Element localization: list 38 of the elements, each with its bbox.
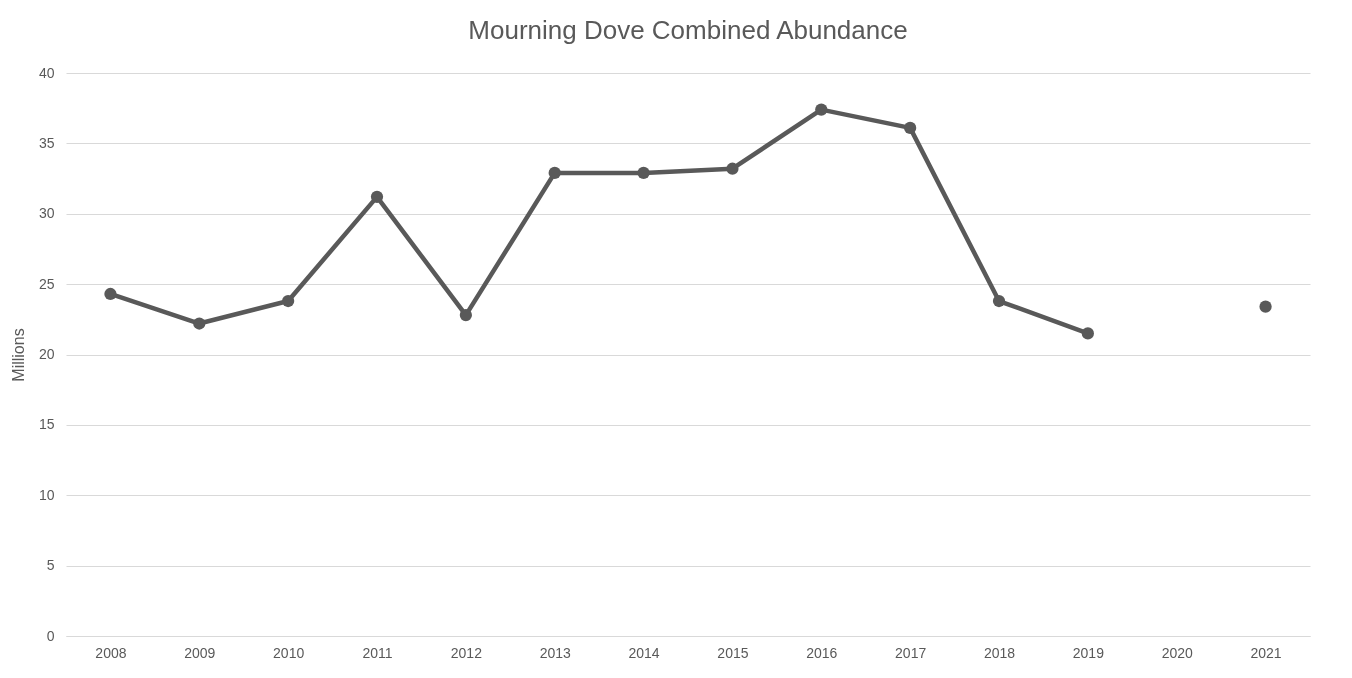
y-tick-label: 15 <box>38 416 55 433</box>
y-axis-title: Millions <box>9 328 27 382</box>
x-tick-label: 2009 <box>184 644 216 661</box>
point <box>815 103 828 116</box>
x-tick-label: 2020 <box>1161 644 1193 661</box>
point <box>1081 327 1094 340</box>
y-tick-label: 0 <box>46 627 55 644</box>
x-tick-label: 2015 <box>717 644 749 661</box>
x-tick-label: 2013 <box>539 644 571 661</box>
x-tick-label: 2011 <box>362 644 393 661</box>
point <box>370 190 384 203</box>
x-tick-label: 2008 <box>95 644 127 661</box>
chart-title: Mourning Dove Combined Abundance <box>468 15 908 45</box>
point <box>104 287 117 301</box>
point <box>992 294 1006 308</box>
y-tick-label: 35 <box>38 134 55 151</box>
y-tick-label: 10 <box>38 486 55 503</box>
y-tick-label: 25 <box>38 275 55 292</box>
point <box>459 308 472 322</box>
x-tick-label: 2010 <box>273 644 305 661</box>
y-tick-label: 5 <box>46 557 55 574</box>
point <box>193 317 206 330</box>
x-tick-label: 2014 <box>628 644 660 661</box>
x-tick-label: 2018 <box>983 644 1016 661</box>
y-tick-label: 30 <box>38 205 55 222</box>
x-tick-label: 2012 <box>450 644 483 661</box>
y-tick-label: 20 <box>38 346 55 362</box>
x-tick-label: 2017 <box>895 644 927 661</box>
point <box>637 166 650 180</box>
point <box>282 294 295 308</box>
x-tick-label: 2019 <box>1072 644 1105 661</box>
y-tick-label: 40 <box>38 64 55 81</box>
point <box>904 121 917 134</box>
x-tick-label: 2021 <box>1250 644 1282 661</box>
point <box>1259 300 1272 313</box>
point <box>548 166 561 180</box>
point <box>726 162 739 175</box>
x-tick-label: 2016 <box>806 644 838 661</box>
